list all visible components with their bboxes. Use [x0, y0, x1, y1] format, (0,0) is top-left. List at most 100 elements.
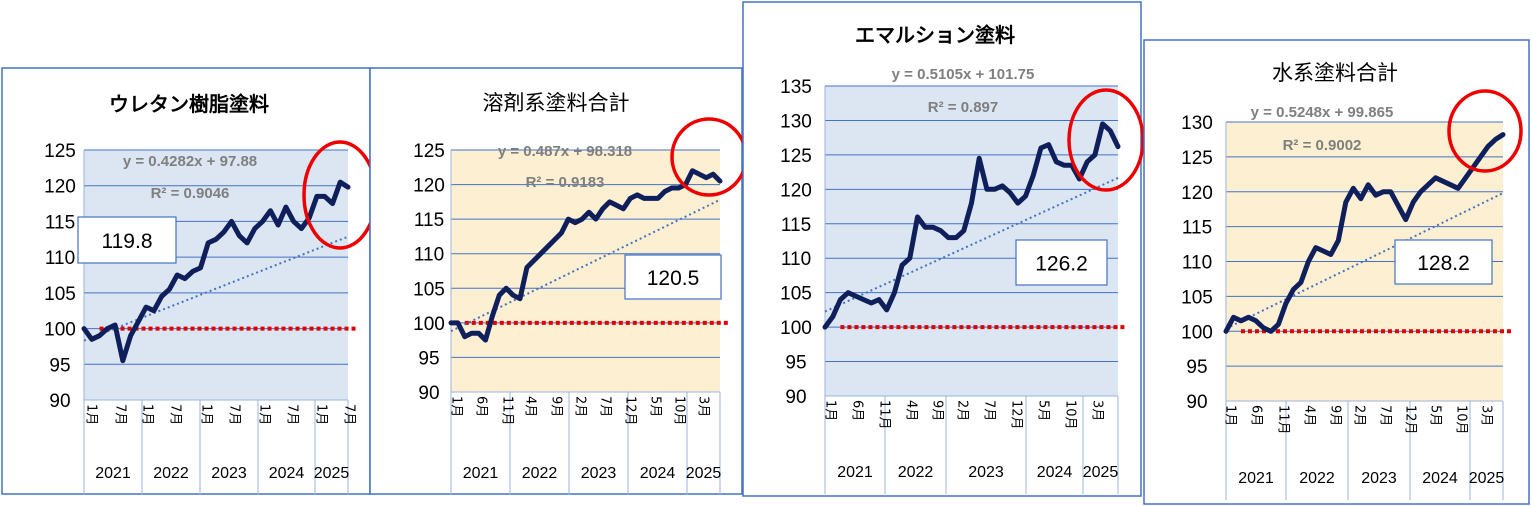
x-tick-label: 10月	[1454, 405, 1469, 435]
y-tick-label: 90	[418, 383, 439, 404]
y-tick-label: 120	[44, 177, 76, 198]
chart-title: 水系塗料合計	[1272, 61, 1398, 85]
y-tick-label: 105	[44, 284, 76, 305]
y-tick-label: 125	[1181, 148, 1213, 169]
x-tick-label: 6月	[1249, 405, 1264, 426]
x-tick-label: 7月	[598, 396, 613, 417]
year-label: 2024	[1422, 470, 1458, 487]
x-tick-label: 1月	[1223, 405, 1238, 426]
x-tick-label: 12月	[623, 396, 638, 426]
x-tick-label: 1月	[257, 404, 272, 425]
y-tick-label: 90	[1186, 392, 1207, 413]
x-tick-label: 11月	[877, 400, 892, 430]
trend-line	[1225, 192, 1504, 330]
y-tick-label: 105	[780, 284, 812, 305]
year-label: 2021	[837, 464, 873, 481]
chart-panel-4: 130 125 120 115 110 105 100 95 90 1月 6月 11月 4月 9月 2月 7月…	[1143, 39, 1530, 505]
y-tick-label: 110	[45, 248, 75, 269]
x-tick-label: 1月	[823, 400, 838, 421]
x-tick-label: 7月	[168, 404, 183, 425]
year-label: 2023	[1361, 470, 1397, 487]
y-tick-label: 105	[1181, 287, 1213, 308]
year-label: 2021	[95, 465, 131, 482]
x-tick-label: 9月	[549, 396, 564, 417]
trend-line	[824, 176, 1119, 313]
y-tick-label: 95	[418, 348, 439, 369]
x-tick-label: 2月	[1352, 405, 1367, 426]
x-tick-label: 6月	[474, 396, 489, 417]
chart-title: エマルション塗料	[855, 23, 1015, 47]
y-tick-label: 95	[49, 355, 70, 376]
y-tick-label: 100	[1181, 322, 1213, 343]
y-tick-label: 115	[781, 215, 811, 236]
x-tick-label: 4月	[904, 400, 919, 421]
y-tick-label: 120	[413, 176, 445, 197]
x-tick-label: 10月	[672, 396, 687, 426]
y-tick-label: 130	[1181, 113, 1213, 134]
chart-panel-1: 125 120 115 110 105 100 95 90 1月 7月 1月 7月 1月 7月 1月 7月 1月…	[1, 67, 378, 495]
year-label: 2025	[686, 465, 722, 482]
x-tick-label: 5月	[1036, 400, 1051, 421]
x-tick-label: 9月	[1328, 405, 1343, 426]
highlight-ellipse	[1447, 89, 1523, 173]
y-tick-label: 120	[1181, 183, 1213, 204]
latest-value-box	[1394, 239, 1493, 285]
x-tick-label: 9月	[930, 400, 945, 421]
y-tick-label: 110	[1182, 253, 1212, 274]
latest-value-label: 120.5	[647, 267, 700, 290]
year-label: 2022	[898, 464, 934, 481]
x-tick-label: 5月	[1428, 405, 1443, 426]
y-tick-label: 125	[780, 146, 812, 167]
x-tick-label: 6月	[850, 400, 865, 421]
x-tick-label: 7月	[227, 404, 242, 425]
year-label: 2021	[1238, 470, 1274, 487]
trend-equation: y = 0.487x + 98.318	[498, 143, 632, 160]
latest-value-label: 126.2	[1035, 253, 1088, 276]
latest-value-label: 119.8	[102, 230, 153, 253]
x-tick-label: 7月	[342, 404, 357, 425]
trend-equation: y = 0.5105x + 101.75	[892, 66, 1035, 83]
x-tick-label: 7月	[1378, 405, 1393, 426]
y-tick-label: 110	[781, 249, 811, 270]
x-tick-label: 11月	[500, 396, 515, 426]
x-tick-label: 1月	[199, 404, 214, 425]
x-tick-label: 11月	[1276, 405, 1291, 435]
year-label: 2025	[1469, 470, 1505, 487]
x-tick-label: 2月	[573, 396, 588, 417]
series-line	[81, 179, 351, 364]
trend-line	[83, 235, 349, 342]
x-tick-label: 7月	[113, 404, 128, 425]
x-tick-label: 12月	[1009, 400, 1024, 430]
x-tick-label: 7月	[285, 404, 300, 425]
r-squared: R² = 0.9183	[526, 174, 605, 191]
y-tick-label: 115	[45, 212, 75, 233]
y-tick-label: 95	[1186, 357, 1207, 378]
year-label: 2024	[269, 465, 305, 482]
x-tick-label: 3月	[1479, 405, 1494, 426]
year-label: 2022	[1299, 470, 1335, 487]
y-tick-label: 130	[780, 111, 812, 132]
y-tick-label: 135	[780, 77, 812, 98]
latest-value-label: 128.2	[1417, 252, 1470, 275]
year-label: 2025	[314, 465, 350, 482]
y-tick-label: 125	[413, 141, 445, 162]
year-label: 2023	[211, 465, 247, 482]
year-label: 2024	[1037, 464, 1073, 481]
year-label: 2022	[522, 465, 558, 482]
x-tick-label: 3月	[1090, 400, 1105, 421]
x-tick-label: 4月	[1302, 405, 1317, 426]
year-label: 2023	[581, 465, 617, 482]
x-tick-label: 12月	[1403, 405, 1418, 435]
year-label: 2022	[153, 465, 189, 482]
year-label: 2021	[463, 465, 499, 482]
y-tick-label: 105	[413, 279, 445, 300]
x-tick-label: 4月	[523, 396, 538, 417]
y-tick-label: 115	[414, 210, 444, 231]
r-squared: R² = 0.9002	[1283, 137, 1362, 154]
series-line	[448, 168, 723, 343]
x-tick-label: 1月	[84, 404, 99, 425]
x-tick-label: 1月	[140, 404, 155, 425]
latest-value-box	[77, 216, 177, 264]
chart-panel-2: 125 120 115 110 105 100 95 90 1月 6月 11月 4月 9月 2月 7月 12月…	[369, 67, 748, 495]
highlight-ellipse	[1067, 88, 1145, 192]
